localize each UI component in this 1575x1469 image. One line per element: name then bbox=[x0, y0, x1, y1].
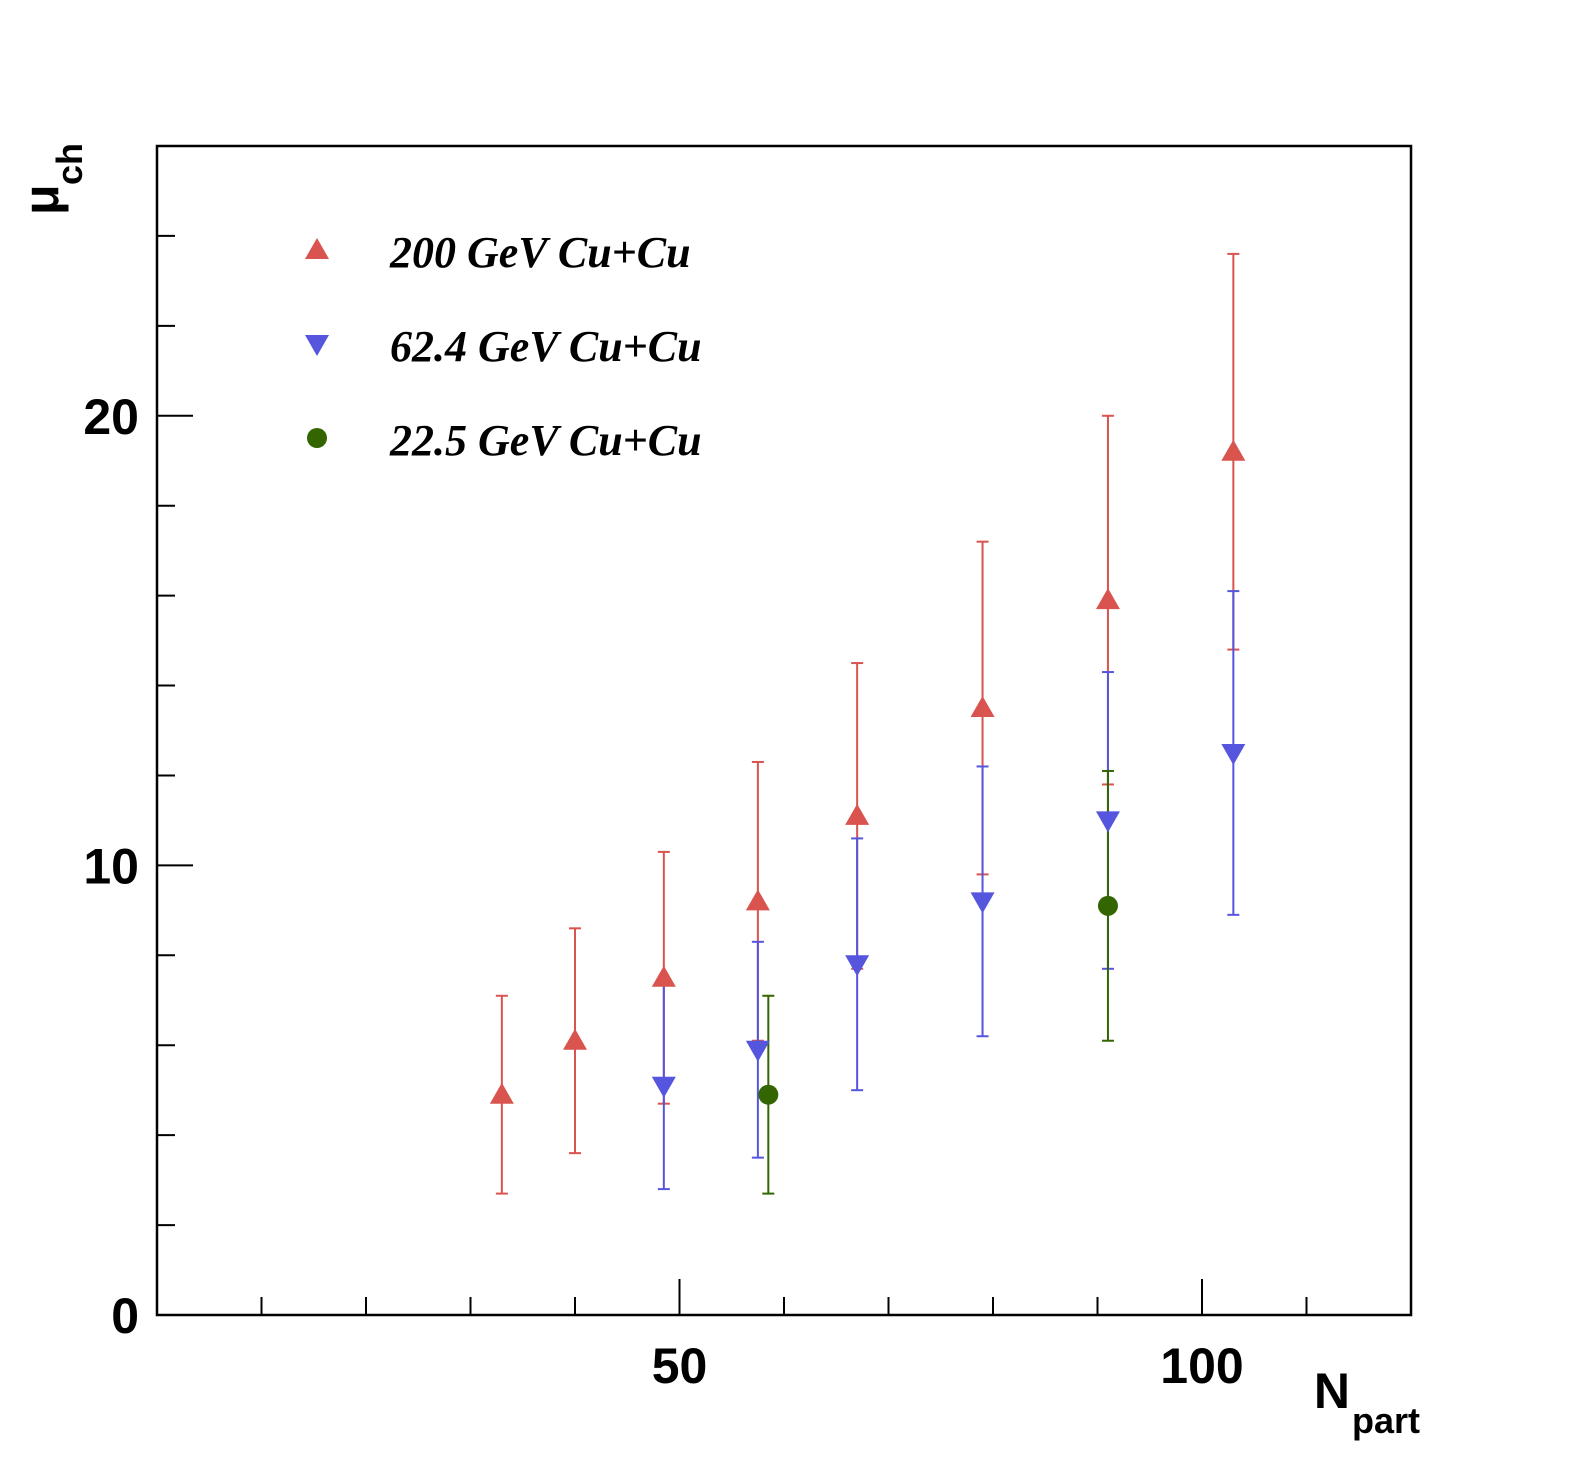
legend-entry: 22.5 GeV Cu+Cu bbox=[389, 416, 702, 465]
legend-marker bbox=[305, 238, 329, 259]
data-point bbox=[563, 1028, 587, 1050]
legend-marker bbox=[307, 428, 327, 448]
plot-frame bbox=[155, 144, 1413, 1317]
axis-ticks bbox=[157, 145, 1412, 1315]
data-markers bbox=[489, 439, 1246, 1105]
legend: 200 GeV Cu+Cu 62.4 GeV Cu+Cu 22.5 GeV Cu+C… bbox=[305, 228, 702, 465]
data-point bbox=[651, 1076, 676, 1098]
data-point bbox=[758, 1084, 779, 1105]
y-axis-label: μ bbox=[13, 184, 69, 215]
axis-tick-labels: 50 100 0 10 20 bbox=[83, 389, 1243, 1394]
data-point bbox=[970, 892, 995, 914]
legend-entry: 200 GeV Cu+Cu bbox=[389, 228, 691, 277]
plot-area-border bbox=[155, 144, 1413, 1317]
y-tick-label: 20 bbox=[83, 389, 139, 445]
y-axis-label-group: μ ch bbox=[13, 143, 90, 215]
x-axis-label-sub: part bbox=[1352, 1400, 1420, 1441]
y-tick-label: 10 bbox=[83, 838, 139, 894]
data-point bbox=[845, 955, 870, 977]
data-point bbox=[745, 1040, 770, 1062]
data-point bbox=[1221, 743, 1246, 765]
data-point bbox=[1095, 588, 1120, 610]
data-point bbox=[1221, 439, 1246, 461]
x-axis-label: N bbox=[1314, 1363, 1350, 1419]
y-tick-label: 0 bbox=[111, 1288, 139, 1344]
data-point bbox=[651, 965, 676, 987]
legend-entry: 62.4 GeV Cu+Cu bbox=[390, 322, 702, 371]
legend-marker bbox=[305, 335, 329, 356]
data-point bbox=[1097, 895, 1118, 916]
y-axis-label-sub: ch bbox=[49, 143, 90, 185]
x-tick-label: 50 bbox=[652, 1338, 708, 1394]
data-point bbox=[970, 696, 995, 718]
data-point bbox=[745, 889, 770, 911]
data-point bbox=[845, 803, 870, 825]
error-bars bbox=[495, 252, 1240, 1195]
data-point bbox=[489, 1082, 514, 1104]
data-point bbox=[1095, 811, 1120, 833]
x-tick-label: 100 bbox=[1160, 1338, 1243, 1394]
